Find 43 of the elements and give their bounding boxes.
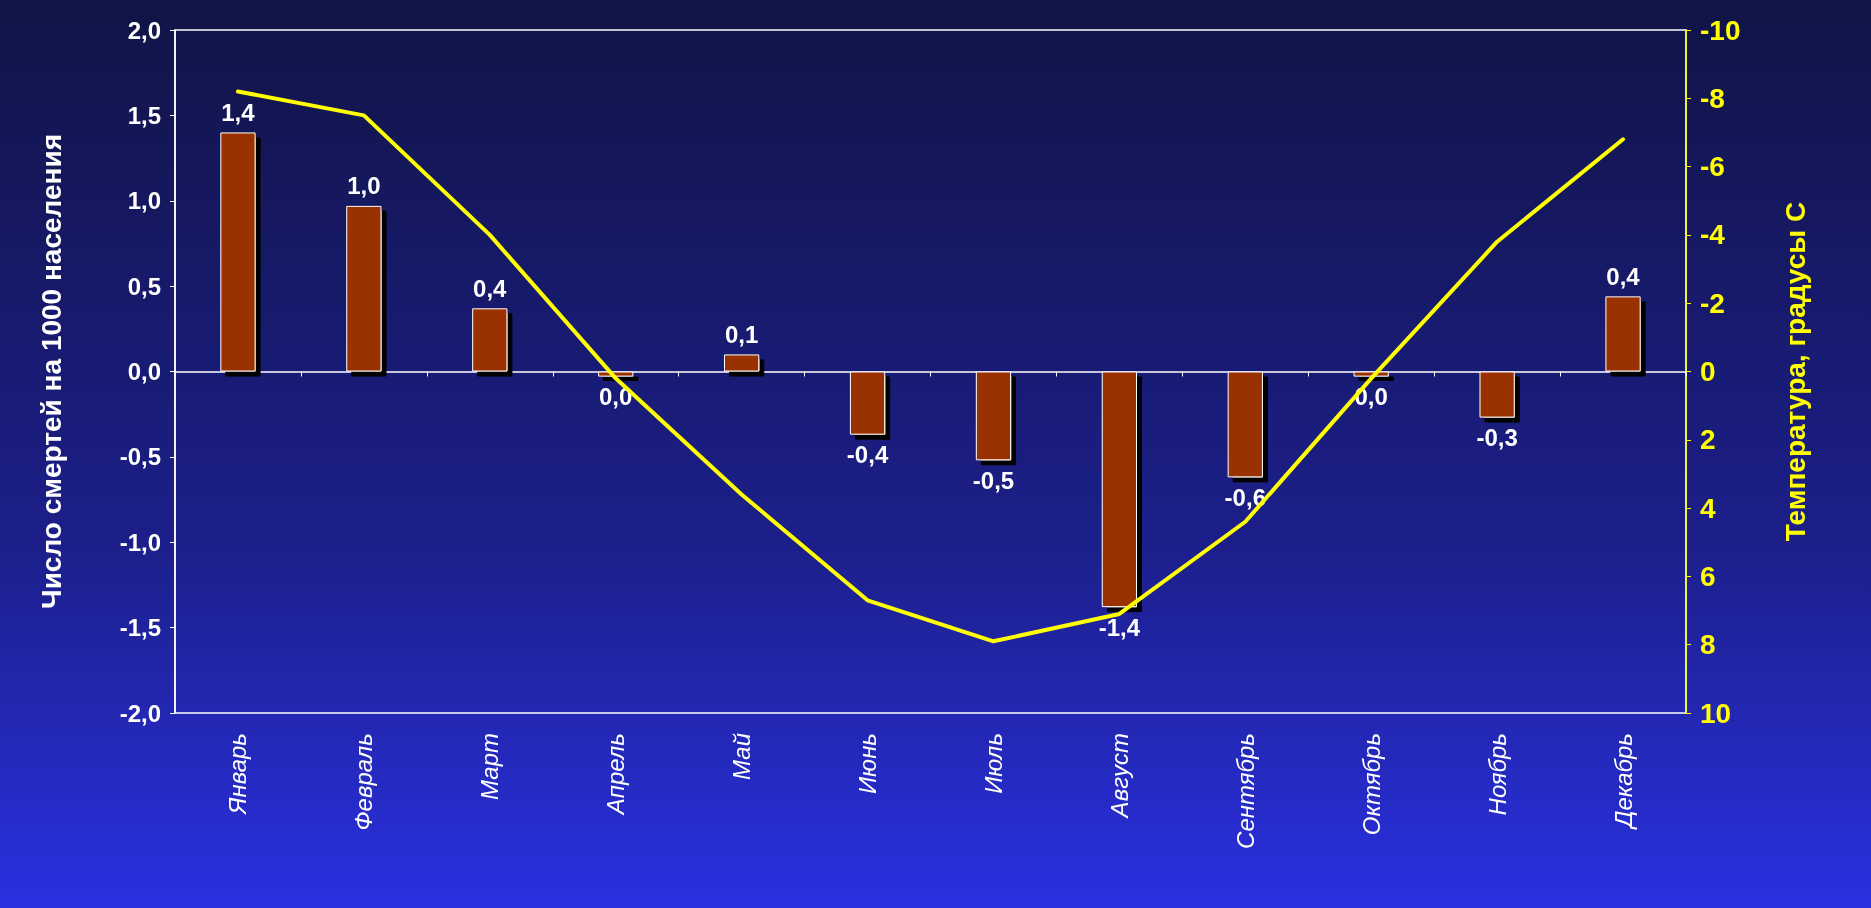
- y-tick-label: -1,5: [119, 614, 161, 642]
- x-tick-label: Октябрь: [1357, 733, 1385, 836]
- y-tick-label: -2,0: [119, 699, 161, 727]
- x-tick-label: Сентябрь: [1231, 733, 1259, 849]
- y-tick-label: -1,0: [119, 528, 161, 556]
- data-label: -0,4: [846, 441, 889, 469]
- y-tick-label: 0,0: [127, 358, 161, 385]
- data-label: -1,4: [1098, 613, 1141, 641]
- y-tick-label: 1,0: [127, 187, 161, 215]
- y2-axis-title: Температура, градусы С: [1779, 201, 1811, 542]
- y-tick-label: 1,5: [127, 101, 161, 129]
- x-tick-label: Июль: [979, 733, 1007, 794]
- y2-tick-label: 0: [1700, 356, 1716, 387]
- y2-tick-label: 10: [1700, 697, 1732, 729]
- data-label: -0,5: [972, 466, 1015, 494]
- y-tick-label: 2,0: [127, 16, 161, 44]
- y-tick-label: -0,5: [119, 443, 161, 471]
- y2-tick-label: -2: [1700, 287, 1725, 319]
- x-tick-label: Ноябрь: [1483, 733, 1511, 816]
- y2-tick-label: 6: [1700, 560, 1716, 592]
- y2-tick-label: 8: [1700, 629, 1716, 661]
- x-tick-label: Январь: [224, 733, 252, 816]
- y2-tick-label: -6: [1700, 151, 1725, 183]
- y2-tick-label: -8: [1700, 82, 1725, 114]
- x-tick-label: Апрель: [602, 733, 630, 817]
- y2-tick-label: -10: [1700, 14, 1741, 46]
- x-tick-label: Декабрь: [1609, 733, 1637, 831]
- data-label: 0,4: [1606, 262, 1641, 290]
- y-axis-title: Число смертей на 1000 населения: [35, 133, 67, 610]
- y2-tick-label: -4: [1700, 219, 1726, 251]
- data-label: 0,1: [724, 320, 759, 348]
- data-label: 1,4: [221, 98, 256, 126]
- y2-tick-label: 2: [1700, 424, 1716, 456]
- data-label: 1,0: [347, 172, 381, 200]
- x-tick-label: Февраль: [350, 733, 378, 831]
- data-label: -0,3: [1476, 424, 1518, 452]
- x-tick-label: Март: [476, 733, 504, 800]
- data-label: 0,4: [473, 274, 508, 302]
- x-tick-label: Май: [728, 733, 756, 780]
- x-tick-label: Август: [1105, 733, 1133, 820]
- y2-tick-label: 4: [1700, 492, 1716, 524]
- x-tick-label: Июнь: [854, 733, 882, 795]
- y-tick-label: 0,5: [127, 272, 161, 300]
